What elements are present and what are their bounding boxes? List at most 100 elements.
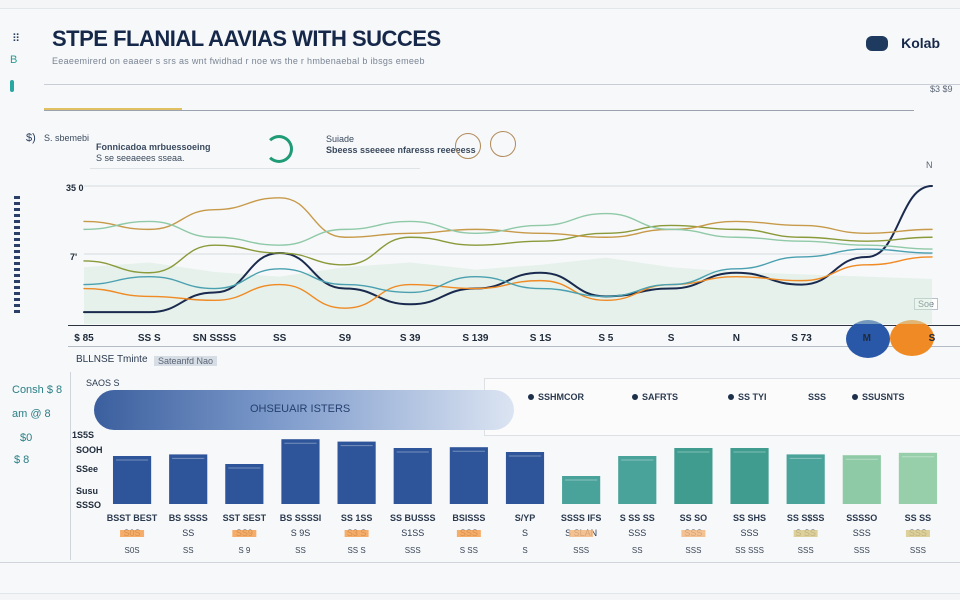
bar-y-tick-5: SSSO bbox=[76, 500, 102, 510]
bar-category-label: SS S$SS bbox=[787, 513, 825, 523]
toolbar-group2-sub: Sbeess sseeeee nfaresss reeeeess bbox=[326, 145, 476, 155]
bar-category-label: BS SSSS bbox=[169, 513, 208, 523]
left-stat-3: $0 bbox=[20, 432, 33, 444]
series-line-olive bbox=[83, 224, 933, 274]
x-tick-label: SN SSSS bbox=[193, 333, 237, 344]
bar-foot-label: S0S bbox=[125, 546, 140, 555]
bar-foot-label: SS bbox=[295, 546, 306, 555]
series-line-teal bbox=[83, 248, 933, 298]
corner-badge: N bbox=[926, 160, 933, 170]
bar bbox=[898, 452, 938, 504]
bar bbox=[169, 454, 208, 504]
user-avatar[interactable] bbox=[866, 36, 888, 51]
bar bbox=[674, 448, 713, 504]
x-tick-label: N bbox=[733, 333, 740, 344]
bar-category-label: SSSSO bbox=[846, 513, 877, 523]
nav-indicator bbox=[10, 80, 14, 92]
bar-accent-chip bbox=[232, 530, 257, 537]
bar bbox=[842, 455, 881, 504]
bar-accent-chip bbox=[793, 530, 818, 537]
bar-panel-header: SAOS S bbox=[86, 378, 120, 388]
legend-item-2[interactable]: SAFRTS bbox=[632, 392, 678, 402]
menu-icon[interactable]: ⠿ bbox=[12, 33, 21, 45]
x-tick-label: S 73 bbox=[791, 333, 812, 344]
category-banner[interactable] bbox=[94, 390, 514, 430]
bar-foot-label: SS SSS bbox=[735, 546, 764, 555]
line-y-label-mid: 7' bbox=[70, 252, 78, 262]
bar bbox=[730, 448, 769, 504]
bar-foot-label: SS bbox=[632, 546, 643, 555]
bar-sub-label: S bbox=[522, 528, 528, 538]
x-tick-label: S 39 bbox=[400, 333, 421, 344]
bar-accent-chip bbox=[681, 530, 706, 537]
bar-foot-label: SSS bbox=[405, 546, 421, 555]
toolbar-group1-title[interactable]: Fonnicadoa mrbuessoeing bbox=[96, 142, 211, 152]
bar bbox=[562, 476, 601, 504]
bar-y-tick-2: SOOH bbox=[76, 445, 103, 455]
legend-label: SS TYI bbox=[738, 392, 767, 402]
bar bbox=[337, 441, 376, 504]
line-callout: Soe bbox=[914, 298, 939, 310]
settings-icon[interactable]: $) bbox=[26, 132, 36, 144]
bar-sub-label: SSS bbox=[628, 528, 646, 538]
bar-foot-label: SSS bbox=[573, 546, 589, 555]
bar-foot-label: SSS bbox=[685, 546, 701, 555]
bar-foot-label: S bbox=[522, 546, 527, 555]
legend-dot bbox=[528, 394, 534, 400]
bar-category-label: SST SEST bbox=[223, 513, 267, 523]
legend-frame bbox=[484, 378, 960, 436]
bar bbox=[112, 456, 152, 504]
x-tick-label: S 139 bbox=[462, 333, 489, 344]
legend-label: SSHMCOR bbox=[538, 392, 585, 402]
bar-sub-label: SSS bbox=[853, 528, 871, 538]
bar-y-tick-1: 1S5S bbox=[72, 430, 95, 440]
x-tick-label: S bbox=[929, 333, 936, 344]
section-tag[interactable]: Sateanfd Nao bbox=[154, 356, 218, 366]
header-divider-strong bbox=[44, 110, 914, 111]
left-stat-1: Consh $ 8 bbox=[12, 384, 63, 396]
bar bbox=[618, 456, 657, 504]
bar-sub-label: S1SS bbox=[401, 528, 424, 538]
active-tab-underline bbox=[44, 108, 182, 110]
bar-category-label: BS SSSSI bbox=[280, 513, 322, 523]
x-tick-label: S 5 bbox=[598, 333, 613, 344]
legend-item-4[interactable]: SSS bbox=[808, 392, 826, 402]
brand-icon[interactable]: B bbox=[10, 54, 18, 66]
filter-toggle-b[interactable] bbox=[490, 131, 516, 157]
x-tick-label: S bbox=[668, 333, 675, 344]
toolbar-left-label[interactable]: S. sbemebi bbox=[44, 133, 90, 143]
bar-foot-label: SSS bbox=[798, 546, 814, 555]
filter-toggle-a[interactable] bbox=[455, 133, 481, 159]
bar-sub-label: S 9S bbox=[291, 528, 311, 538]
series-line-mint bbox=[83, 212, 933, 250]
left-stat-2: am @ 8 bbox=[12, 408, 51, 420]
bar-accent-chip bbox=[569, 530, 594, 537]
legend-dot bbox=[728, 394, 734, 400]
bar-foot-label: SSS bbox=[910, 546, 926, 555]
bar-category-label: SS SO bbox=[680, 513, 708, 523]
bar-category-label: BSST BEST bbox=[107, 513, 158, 523]
bar-sub-label: SS bbox=[182, 528, 194, 538]
legend-dot bbox=[852, 394, 858, 400]
bar-y-tick-3: SSee bbox=[76, 464, 99, 474]
bar-foot-label: SS S bbox=[347, 546, 365, 555]
header-divider bbox=[44, 84, 960, 85]
toolbar-underline bbox=[90, 168, 420, 169]
bar-y-tick-4: Susu bbox=[76, 486, 99, 496]
section-label: BLLNSE Tminte bbox=[76, 354, 148, 365]
legend-item-1[interactable]: SSHMCOR bbox=[528, 392, 584, 402]
toolbar-group2-title[interactable]: Suiade bbox=[326, 134, 355, 144]
bar bbox=[393, 448, 432, 504]
x-tick-label: SS S bbox=[138, 333, 161, 344]
legend-item-3[interactable]: SS TYI bbox=[728, 392, 767, 402]
series-line-orange bbox=[83, 256, 933, 309]
bar-category-label: S/YP bbox=[515, 513, 536, 523]
legend-item-5[interactable]: SSUSNTS bbox=[852, 392, 905, 402]
category-banner-label: OHSEUAIR ISTERS bbox=[250, 403, 351, 415]
legend-label: SSUSNTS bbox=[862, 392, 905, 402]
x-tick-label: SS bbox=[273, 333, 287, 344]
bar bbox=[449, 447, 488, 504]
user-name[interactable]: Kolab bbox=[901, 35, 940, 51]
